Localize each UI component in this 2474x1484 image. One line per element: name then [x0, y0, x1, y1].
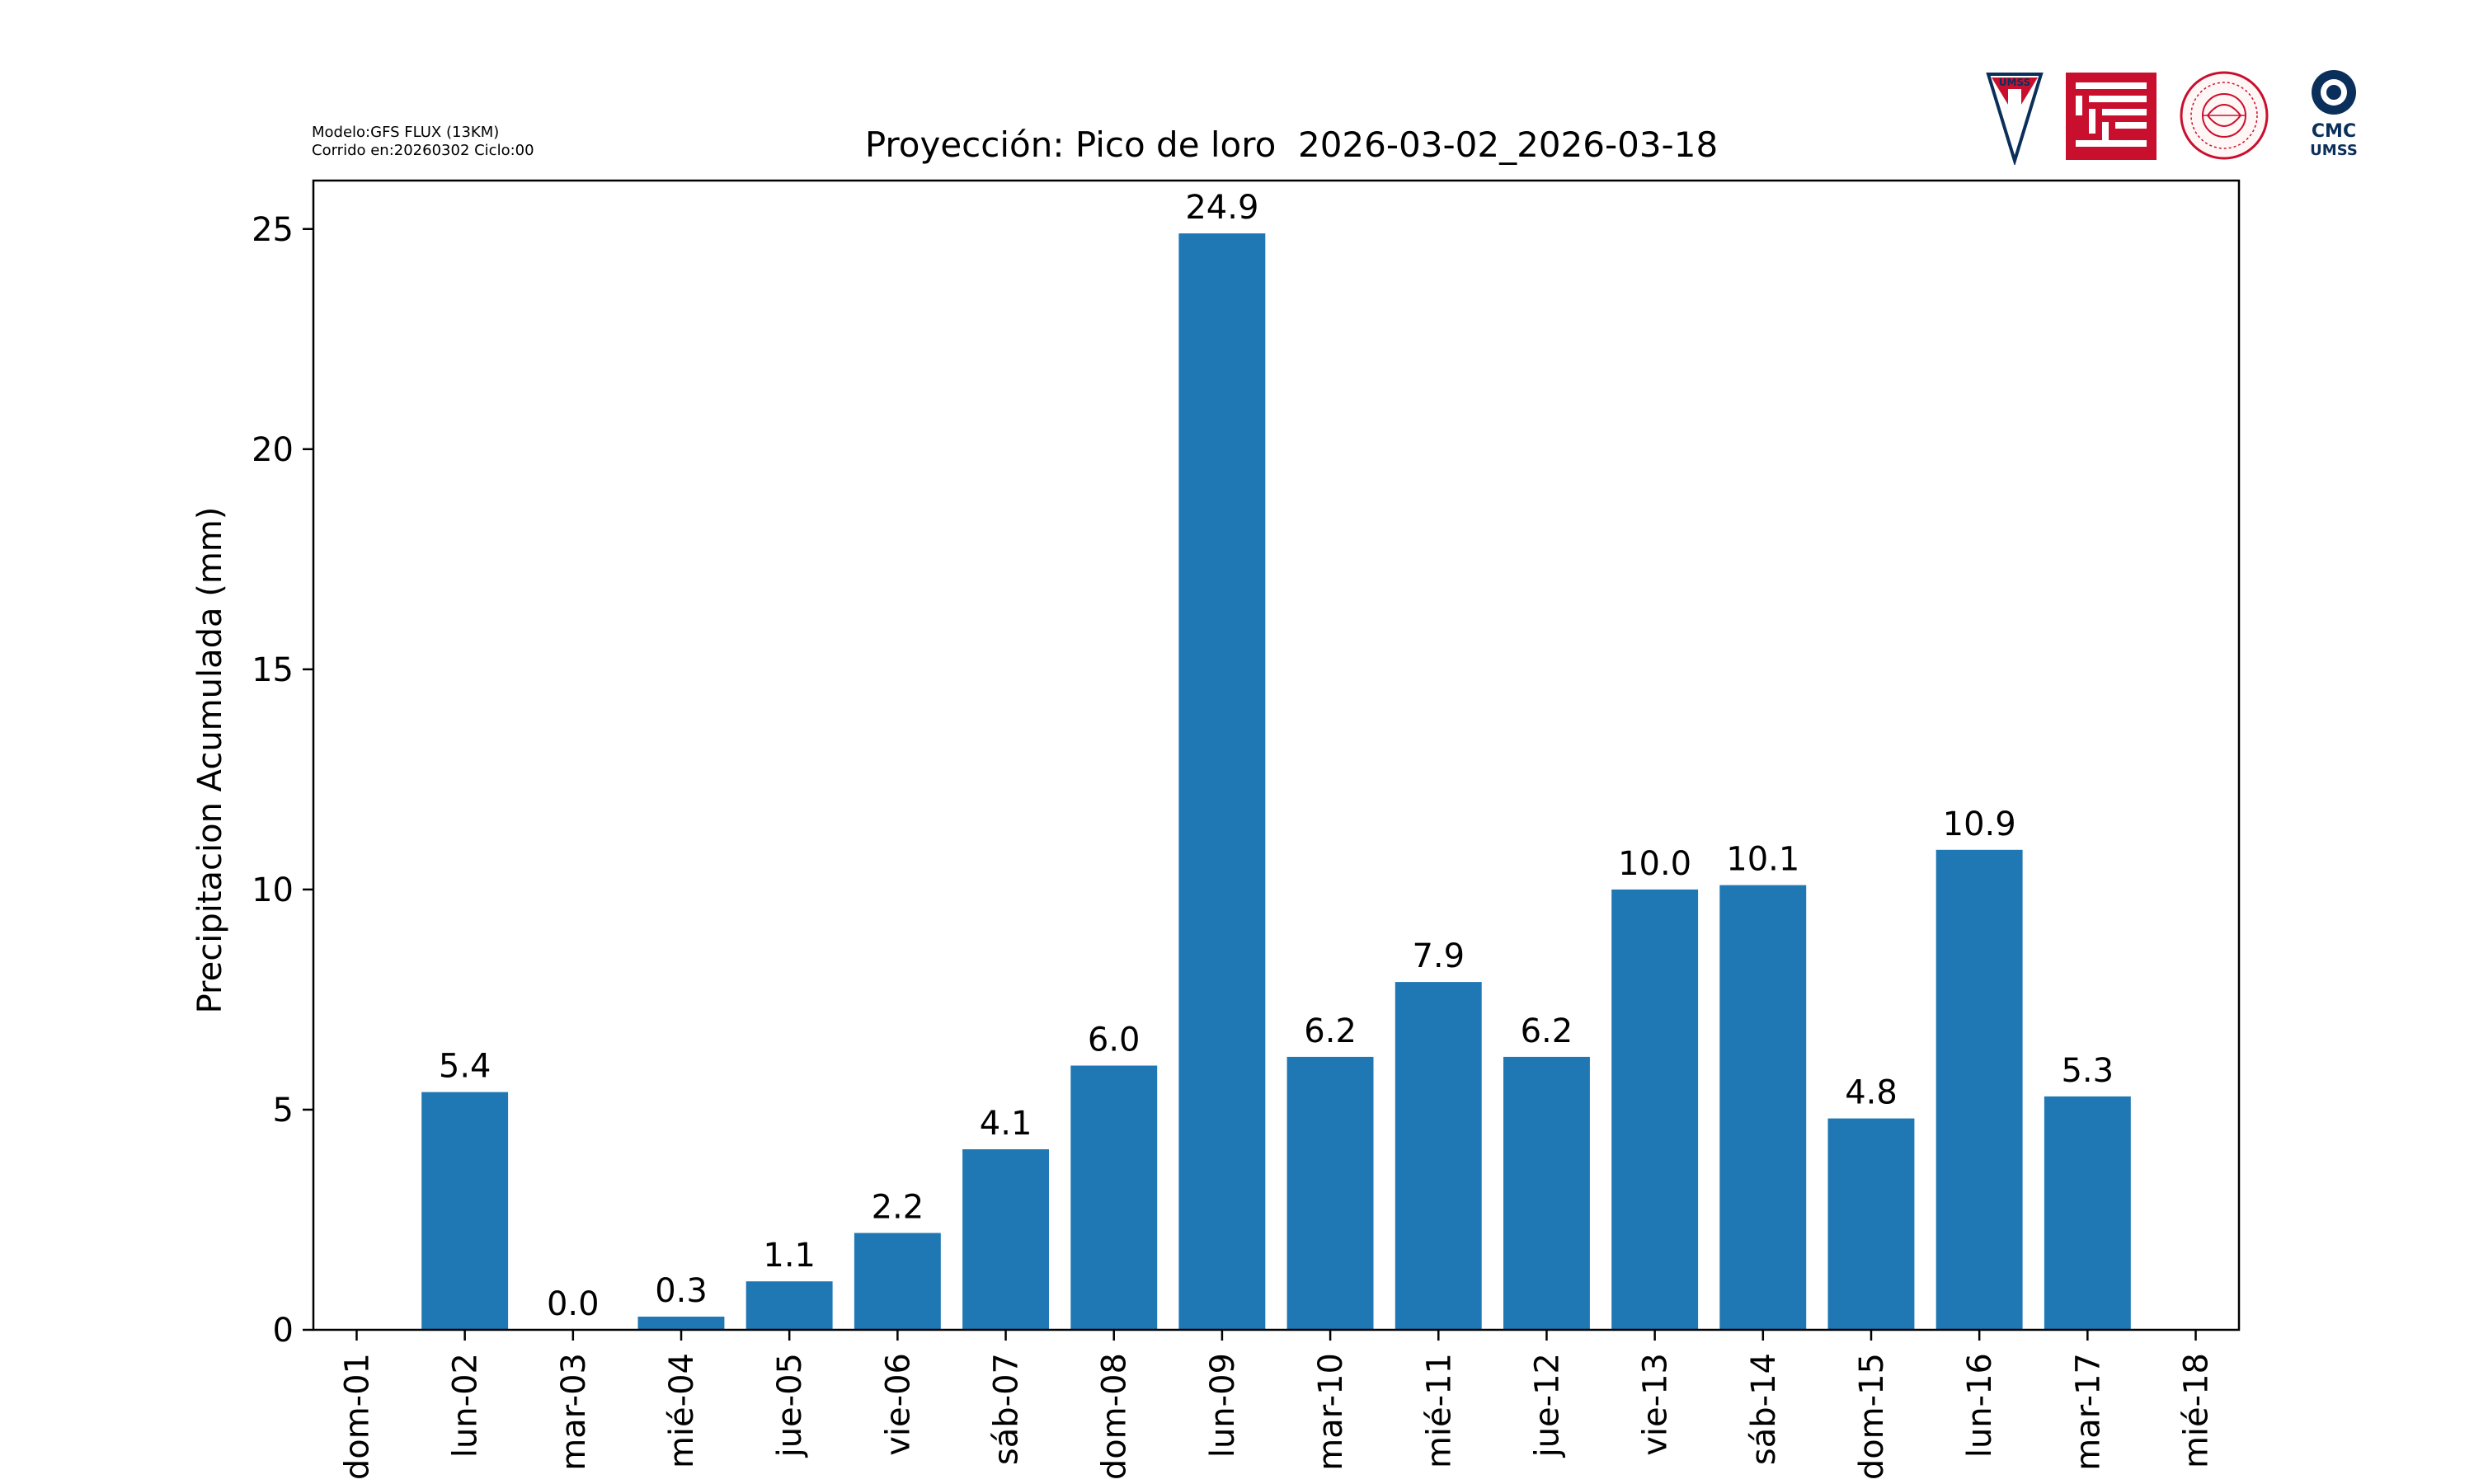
bar-mar-10: [1286, 1056, 1374, 1330]
bar-sáb-14: [1719, 885, 1807, 1330]
y-axis-label: Precipitacion Acumulada (mm): [191, 507, 229, 1014]
bar-lun-16: [1935, 849, 2023, 1330]
x-tick-label: dom-08: [1096, 1353, 1134, 1480]
x-tick-label: vie-13: [1637, 1353, 1675, 1456]
bar-dom-15: [1827, 1118, 1915, 1330]
value-label-lun-16: 10.9: [1943, 805, 2016, 843]
value-label-vie-13: 10.0: [1618, 845, 1691, 883]
value-label-mar-17: 5.3: [2061, 1052, 2114, 1090]
model-line: Modelo:GFS FLUX (13KM): [312, 124, 500, 141]
faculty-logo: [2066, 73, 2157, 160]
x-tick-label: jue-12: [1528, 1353, 1566, 1458]
value-label-jue-12: 6.2: [1521, 1012, 1573, 1050]
x-tick-label: sáb-07: [988, 1353, 1026, 1465]
value-label-dom-08: 6.0: [1088, 1021, 1141, 1059]
cmc-text: CMC: [2312, 121, 2356, 142]
y-tick-label: 15: [252, 651, 294, 689]
y-tick-label: 10: [252, 871, 294, 909]
value-label-mié-04: 0.3: [655, 1272, 708, 1310]
value-label-sáb-14: 10.1: [1726, 841, 1799, 879]
x-tick-label: lun-02: [447, 1353, 485, 1458]
y-tick-label: 20: [252, 431, 294, 469]
x-tick-label: sáb-14: [1745, 1353, 1783, 1465]
value-label-jue-05: 1.1: [763, 1237, 816, 1275]
x-tick-label: mié-11: [1420, 1353, 1458, 1468]
institution-logos: UMSS CMC UMSS: [1983, 66, 2379, 167]
y-axis-ticks: 0 5 10 15 20 25: [252, 211, 313, 1350]
y-tick-label: 5: [273, 1092, 294, 1129]
x-tick-label: lun-09: [1204, 1353, 1242, 1458]
x-tick-label: lun-16: [1961, 1353, 1999, 1458]
value-label-lun-02: 5.4: [439, 1048, 492, 1086]
x-tick-label: mar-17: [2069, 1353, 2107, 1471]
x-tick-label: vie-06: [879, 1353, 917, 1456]
bar-mié-11: [1395, 982, 1482, 1330]
bar-lun-09: [1178, 233, 1266, 1331]
department-seal-logo: [2180, 71, 2269, 160]
bar-vie-13: [1611, 889, 1699, 1330]
bar-dom-08: [1070, 1065, 1158, 1330]
x-tick-label: dom-15: [1853, 1353, 1891, 1480]
chart-title: Proyección: Pico de loro 2026-03-02_2026…: [865, 124, 1718, 165]
value-label-dom-15: 4.8: [1845, 1074, 1898, 1112]
umss-shield-logo: UMSS: [1986, 73, 2044, 167]
value-label-mar-03: 0.0: [547, 1285, 600, 1323]
run-line: Corrido en:20260302 Ciclo:00: [312, 142, 534, 159]
plot-frame: [312, 179, 2241, 1331]
bar-mié-04: [637, 1317, 725, 1330]
x-tick-label: dom-01: [338, 1353, 376, 1480]
y-tick-label: 25: [252, 211, 294, 249]
cmc-logo: CMC UMSS: [2310, 70, 2358, 159]
bar-vie-06: [854, 1233, 941, 1330]
bar-mar-17: [2044, 1096, 2131, 1330]
value-label-sáb-07: 4.1: [980, 1105, 1032, 1143]
x-axis-ticks: dom-01 lun-02 mar-03 mié-04 jue-05 vie-06 sáb-…: [338, 1330, 2216, 1480]
x-tick-label: jue-05: [771, 1353, 809, 1458]
bar-sáb-07: [962, 1149, 1049, 1330]
value-label-vie-06: 2.2: [872, 1189, 924, 1227]
bar-lun-02: [421, 1092, 509, 1330]
value-label-lun-09: 24.9: [1185, 189, 1258, 227]
x-tick-label: mié-04: [663, 1353, 701, 1468]
bar-jue-12: [1503, 1056, 1590, 1330]
value-labels-group: 5.4 0.0 0.3 1.1 2.2 4.1 6.0 24.9 6.2 7.9 6.2 10.0 10…: [439, 189, 2114, 1323]
umss-text: UMSS: [1999, 77, 2030, 88]
value-label-mar-10: 6.2: [1304, 1012, 1357, 1050]
bars-group: [421, 233, 2131, 1331]
y-tick-label: 0: [273, 1312, 294, 1350]
cmc-sub-text: UMSS: [2310, 142, 2358, 159]
x-tick-label: mié-18: [2178, 1353, 2216, 1468]
value-label-mié-11: 7.9: [1412, 937, 1465, 975]
x-tick-label: mar-03: [555, 1353, 593, 1471]
model-info: Modelo:GFS FLUX (13KM) Corrido en:202603…: [312, 124, 534, 160]
x-tick-label: mar-10: [1312, 1353, 1350, 1471]
bar-jue-05: [745, 1281, 833, 1330]
